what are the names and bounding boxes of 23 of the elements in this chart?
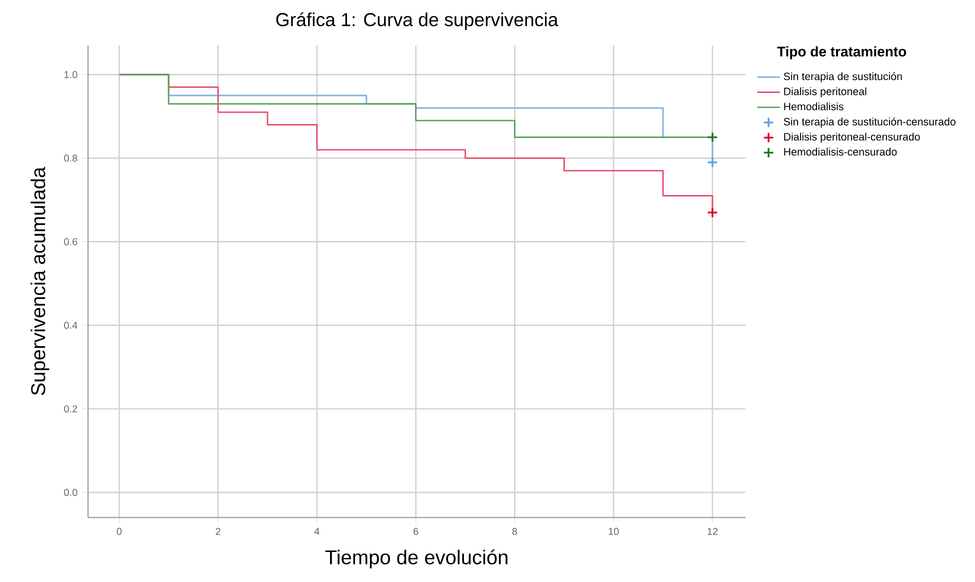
y-axis-title: Supervivencia acumulada (30, 167, 50, 396)
legend-label: Hemodialisis (784, 102, 844, 111)
x-tick-label: 12 (708, 528, 718, 536)
legend-title: Tipo de tratamiento (777, 46, 906, 60)
legend-label: Sin terapia de sustitución (784, 72, 902, 82)
legend-label: Dialisis peritoneal (784, 88, 866, 98)
x-tick-label: 2 (216, 528, 220, 536)
legend-label: Dialisis peritoneal-censurado (784, 132, 920, 143)
x-tick-label: 0 (116, 528, 122, 536)
y-tick-label: 0.6 (64, 238, 78, 246)
y-tick-label: 0.2 (64, 406, 78, 413)
y-tick-label: 1.0 (64, 71, 78, 78)
legend-label: Sin terapia de sustitución-censurado (784, 118, 956, 128)
x-tick-label: 4 (314, 528, 320, 536)
y-tick-label: 0.4 (64, 322, 78, 330)
y-tick-label: 0.8 (64, 154, 78, 162)
x-tick-label: 8 (512, 528, 518, 536)
legend-label: Hemodialisis-censurado (784, 148, 897, 156)
x-tick-label: 10 (608, 528, 619, 536)
x-tick-label: 6 (414, 528, 418, 536)
chart-title: Gráfica 1: Curva de supervivencia (276, 12, 558, 30)
x-axis-title: Tiempo de evolución (325, 550, 508, 569)
y-tick-label: 0.0 (64, 489, 78, 496)
